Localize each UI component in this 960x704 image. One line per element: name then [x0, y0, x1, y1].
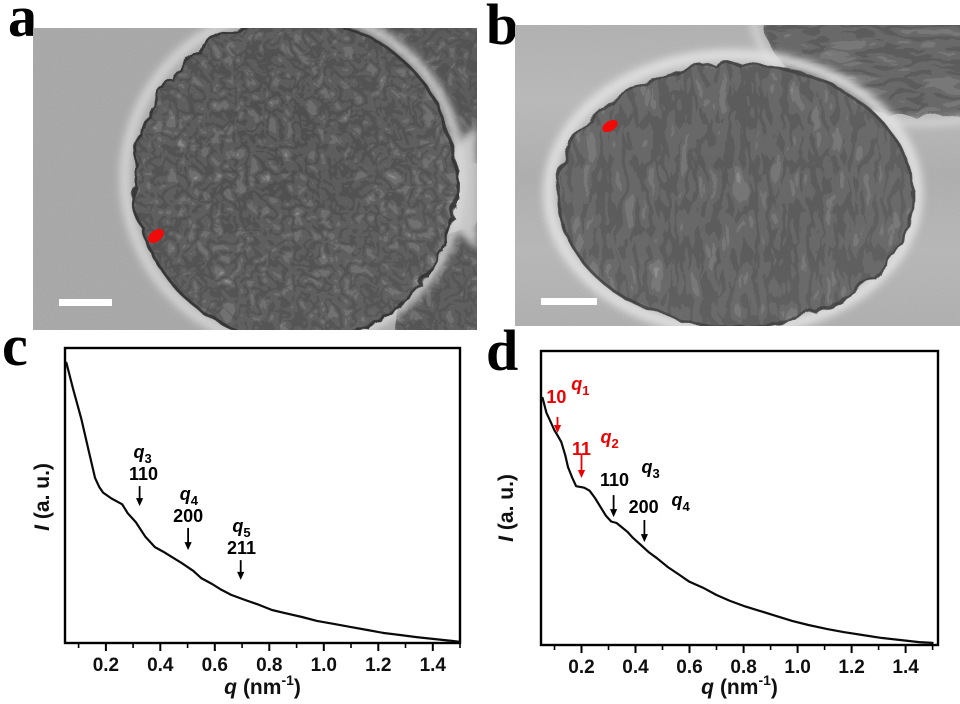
- x-tick-label: 0.6: [676, 657, 702, 678]
- red-marker-a: [148, 228, 164, 244]
- x-axis-unit: (nm: [242, 676, 282, 699]
- peak-arrow-head: [237, 571, 245, 580]
- x-axis-close: ): [770, 676, 778, 699]
- x-axis-label-c: q (nm-1): [65, 672, 460, 700]
- peak-arrow-head: [553, 425, 562, 433]
- x-axis-variable: q: [701, 676, 714, 699]
- x-axis-exponent: -1: [758, 672, 771, 688]
- hkl-label: 10: [546, 387, 566, 407]
- x-tick-label: 0.2: [568, 657, 594, 678]
- y-axis-variable: I: [31, 525, 54, 531]
- saxs-curve: [541, 396, 934, 644]
- particle-halo: [119, 28, 467, 330]
- q-index-label: q2: [600, 427, 618, 451]
- x-tick-label: 0.8: [730, 657, 756, 678]
- x-axis-label-d: q (nm-1): [541, 672, 938, 700]
- peak-arrow-head: [610, 509, 618, 518]
- q-index-label: q3: [641, 457, 659, 481]
- q-index-label: q4: [671, 490, 690, 514]
- x-tick-label: 0.4: [147, 655, 174, 676]
- hkl-label: 110: [129, 464, 158, 484]
- q-index-label: q1: [571, 374, 589, 398]
- x-tick-label: 0.4: [622, 657, 649, 678]
- peak-arrow-head: [136, 498, 144, 507]
- tem-image-b: [515, 25, 960, 326]
- axis-group: 0.2 0.4 0.6 0.8 1.0 1.2 1.4: [63, 346, 462, 676]
- hkl-label: 200: [173, 506, 203, 526]
- peak-arrow-head: [577, 470, 586, 478]
- y-axis-unit: (a. u.): [31, 463, 54, 520]
- peak-arrow-head: [640, 534, 648, 543]
- x-tick-label: 1.2: [838, 657, 864, 678]
- x-tick-label: 1.0: [784, 657, 810, 678]
- peak-arrow-head: [184, 542, 192, 551]
- hkl-label: 211: [227, 538, 256, 558]
- nanoparticle-b: [554, 60, 912, 326]
- scale-bar-b: [541, 298, 597, 305]
- x-tick-label: 0.2: [93, 655, 119, 676]
- q-index-label: q3: [133, 442, 151, 466]
- x-axis-variable: q: [224, 676, 237, 699]
- plot-frame: [539, 349, 940, 647]
- x-tick-label: 0.6: [202, 655, 228, 676]
- y-axis-label-c: I (a. u.): [31, 419, 59, 575]
- y-axis-label-d: I (a. u.): [495, 430, 523, 586]
- q-index-label: q5: [232, 516, 250, 540]
- particle-halo-b: [543, 49, 923, 326]
- hkl-label: 110: [600, 470, 629, 490]
- x-tick-label: 1.2: [365, 655, 391, 676]
- y-axis-variable: I: [495, 536, 518, 542]
- tem-micrograph-b: [515, 25, 960, 326]
- nanoparticle-a: [130, 28, 456, 330]
- red-marker-b: [602, 119, 618, 133]
- plot-frame: [63, 346, 462, 645]
- panel-label-d: d: [486, 318, 519, 383]
- panel-label-a: a: [8, 0, 37, 49]
- saxs-curve: [65, 361, 462, 643]
- x-tick-label: 1.4: [892, 657, 919, 678]
- tem-image-a: [33, 28, 477, 330]
- x-axis-exponent: -1: [281, 672, 294, 688]
- saxs-panel-c: 0.2 0.4 0.6 0.8 1.0 1.2 1.4 q3 110 q4 200 q5 211 I (a…: [0, 330, 480, 704]
- x-axis-close: ): [293, 676, 301, 699]
- panel-label-c: c: [2, 313, 28, 378]
- hkl-label: 11: [572, 439, 591, 459]
- x-tick-label: 1.4: [420, 655, 447, 676]
- x-axis-unit: (nm: [719, 676, 759, 699]
- panel-label-b: b: [486, 0, 519, 57]
- neighbor-halo-b: [750, 25, 960, 127]
- q-index-label: q4: [180, 484, 199, 508]
- axis-group: 0.2 0.4 0.6 0.8 1.0 1.2 1.4: [539, 349, 940, 678]
- saxs-panel-d: 0.2 0.4 0.6 0.8 1.0 1.2 1.4 q1 10 q2 11 q3 110 q4 200 …: [480, 330, 960, 704]
- scale-bar-a: [59, 299, 112, 306]
- y-axis-unit: (a. u.): [495, 474, 518, 531]
- x-tick-label: 1.0: [311, 655, 337, 676]
- x-tick-label: 0.8: [256, 655, 282, 676]
- tem-micrograph-a: [33, 28, 477, 330]
- hkl-label: 200: [629, 497, 659, 517]
